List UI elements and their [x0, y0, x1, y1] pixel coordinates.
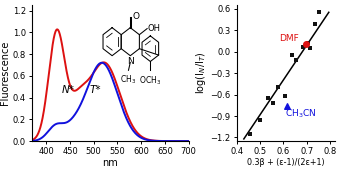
X-axis label: 0.3β + (ε-1)/(2ε+1): 0.3β + (ε-1)/(2ε+1): [247, 158, 324, 167]
Point: [282, 95, 287, 97]
Text: OCH$_3$: OCH$_3$: [139, 74, 162, 87]
Point: [284, 105, 290, 107]
Y-axis label: Fluorescence: Fluorescence: [0, 41, 10, 105]
Text: CH$_3$: CH$_3$: [120, 73, 137, 86]
Point: [258, 118, 263, 121]
Point: [275, 86, 280, 89]
Text: CH$_3$CN: CH$_3$CN: [285, 107, 316, 120]
Text: N*: N*: [62, 85, 74, 95]
Point: [308, 47, 313, 49]
Point: [303, 43, 308, 46]
Point: [266, 97, 271, 100]
Point: [289, 54, 294, 57]
Text: N: N: [127, 57, 134, 66]
Point: [247, 133, 252, 135]
Y-axis label: log(I$_N$/I$_T$): log(I$_N$/I$_T$): [194, 52, 208, 94]
Text: T*: T*: [90, 85, 101, 95]
Point: [270, 102, 275, 104]
Point: [293, 59, 299, 62]
Point: [317, 11, 322, 14]
Point: [300, 45, 306, 48]
Text: O: O: [132, 12, 140, 21]
Text: DMF: DMF: [279, 34, 298, 43]
X-axis label: nm: nm: [102, 158, 118, 168]
Point: [312, 23, 317, 26]
Point: [305, 42, 311, 44]
Text: OH: OH: [148, 24, 161, 33]
